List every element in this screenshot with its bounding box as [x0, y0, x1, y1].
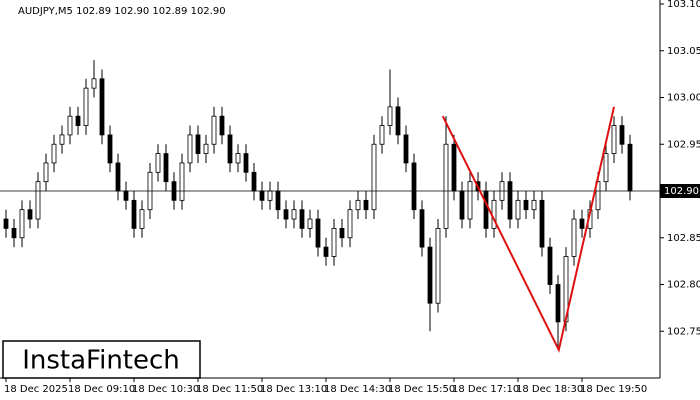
candle-body — [203, 143, 209, 155]
candle-body — [131, 199, 137, 229]
x-tick-label: 18 Dec 11:50 — [196, 384, 263, 395]
candle-body — [435, 227, 441, 304]
x-tick-label: 18 Dec 13:10 — [260, 384, 327, 395]
current-price-label: 102.90 — [664, 186, 699, 197]
candle-body — [579, 218, 585, 229]
candle-body — [19, 209, 25, 239]
candle-body — [83, 87, 89, 126]
candle-body — [267, 190, 273, 201]
candle-body — [139, 209, 145, 229]
candle-body — [219, 115, 225, 136]
candle-body — [115, 162, 121, 192]
candle-body — [123, 190, 129, 201]
y-tick-label: 102.95 — [667, 139, 700, 150]
candle-body — [187, 134, 193, 164]
candle-body — [531, 199, 537, 211]
candle-body — [363, 199, 369, 211]
x-tick-label: 18 Dec 18:30 — [516, 384, 583, 395]
candle-body — [467, 181, 473, 220]
candle-body — [259, 190, 265, 201]
candle-body — [443, 143, 449, 229]
logo: InstaFintech — [22, 346, 180, 376]
candle-body — [91, 78, 97, 89]
candle-body — [315, 218, 321, 248]
y-tick-label: 103.10 — [667, 0, 700, 10]
candle-body — [355, 199, 361, 211]
candle-body — [523, 199, 529, 211]
y-tick-label: 103.00 — [667, 93, 700, 104]
candle-body — [251, 171, 257, 192]
candle-body — [451, 143, 457, 192]
x-tick-label: 18 Dec 09:10 — [68, 384, 135, 395]
candle-body — [43, 162, 49, 183]
y-tick-label: 102.80 — [667, 280, 700, 291]
candle-body — [483, 190, 489, 229]
x-tick-label: 18 Dec 15:50 — [388, 384, 455, 395]
candle-body — [163, 153, 169, 183]
x-tick-label: 18 Dec 14:30 — [324, 384, 391, 395]
x-tick-label: 18 Dec 17:10 — [452, 384, 519, 395]
candle-body — [107, 134, 113, 164]
candle-body — [371, 143, 377, 211]
candle-body — [459, 190, 465, 220]
candle-body — [35, 181, 41, 220]
x-tick-label: 18 Dec 2025 — [4, 384, 68, 395]
candle-body — [339, 227, 345, 239]
candle-body — [379, 125, 385, 145]
candle-body — [283, 209, 289, 220]
candle-body — [427, 246, 433, 304]
candle-body — [627, 143, 633, 192]
logo-box — [2, 340, 201, 379]
candle-body — [11, 227, 17, 239]
candle-body — [395, 106, 401, 136]
candle-body — [323, 246, 329, 257]
candle-body — [59, 134, 65, 145]
candle-body — [515, 199, 521, 220]
candle-body — [555, 284, 561, 323]
y-tick-label: 102.85 — [667, 233, 700, 244]
candle-body — [179, 162, 185, 201]
candle-body — [299, 209, 305, 229]
candle-body — [227, 134, 233, 164]
candle-body — [347, 209, 353, 239]
candle-body — [619, 125, 625, 145]
candle-body — [419, 209, 425, 248]
candle-body — [75, 115, 81, 126]
candle-body — [3, 218, 9, 229]
candle-body — [51, 143, 57, 164]
chart-title: AUDJPY,M5 102.89 102.90 102.89 102.90 — [18, 6, 226, 17]
y-tick-label: 103.05 — [667, 46, 700, 57]
candle-body — [155, 153, 161, 173]
candle-body — [67, 115, 73, 136]
candle-body — [275, 190, 281, 211]
candle-body — [411, 162, 417, 211]
candle-body — [331, 227, 337, 257]
candle-body — [603, 153, 609, 183]
candle-body — [387, 106, 393, 126]
x-tick-label: 18 Dec 10:30 — [132, 384, 199, 395]
candle-body — [195, 134, 201, 154]
candle-body — [507, 181, 513, 220]
candle-body — [403, 134, 409, 164]
candle-body — [211, 115, 217, 145]
candle-body — [243, 153, 249, 173]
candle-body — [99, 78, 105, 136]
candle-body — [235, 153, 241, 164]
candle-body — [611, 125, 617, 155]
candle-body — [27, 209, 33, 220]
candle-body — [291, 209, 297, 220]
candle-body — [547, 246, 553, 285]
candle-body — [307, 218, 313, 229]
pattern-line — [441, 106, 615, 353]
y-tick-label: 102.75 — [667, 326, 700, 337]
x-tick-label: 18 Dec 19:50 — [580, 384, 647, 395]
candle-body — [571, 218, 577, 257]
candle-body — [539, 199, 545, 248]
current-price-box — [660, 184, 700, 198]
